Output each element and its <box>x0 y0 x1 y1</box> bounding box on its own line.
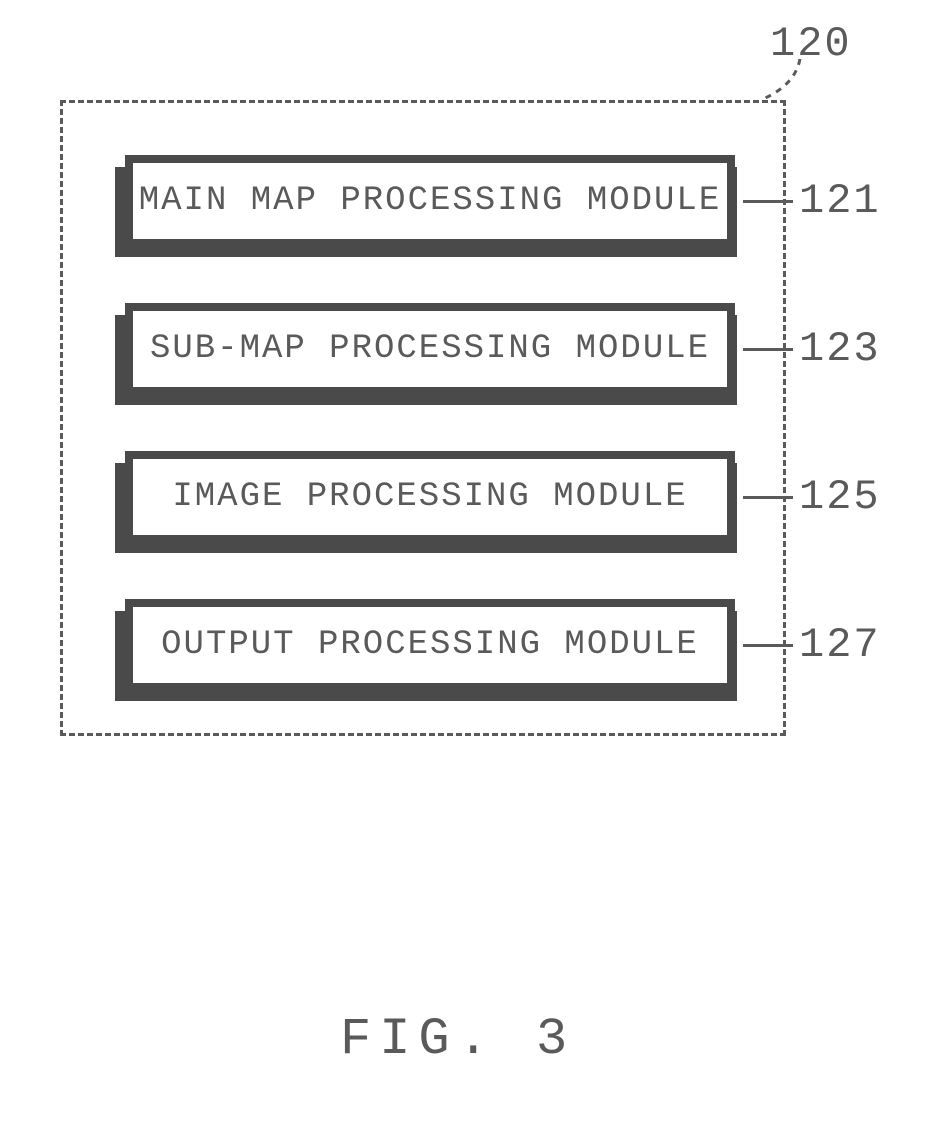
module-label: OUTPUT PROCESSING MODULE <box>125 599 735 691</box>
module-label: IMAGE PROCESSING MODULE <box>125 451 735 543</box>
module-ref-label: 127 <box>799 621 881 669</box>
module-block: IMAGE PROCESSING MODULE <box>125 451 735 543</box>
module-row: IMAGE PROCESSING MODULE 125 <box>125 451 881 543</box>
leader-line <box>743 644 793 647</box>
leader-line <box>743 200 793 203</box>
module-row: MAIN MAP PROCESSING MODULE 121 <box>125 155 881 247</box>
module-label: MAIN MAP PROCESSING MODULE <box>125 155 735 247</box>
module-row: SUB-MAP PROCESSING MODULE 123 <box>125 303 881 395</box>
module-ref-label: 125 <box>799 473 881 521</box>
module-ref-leader: 121 <box>743 177 881 225</box>
leader-line <box>743 348 793 351</box>
figure-caption: FIG. 3 <box>340 1010 575 1069</box>
container-ref-leader <box>745 55 815 105</box>
module-ref-label: 123 <box>799 325 881 373</box>
module-ref-leader: 125 <box>743 473 881 521</box>
module-label: SUB-MAP PROCESSING MODULE <box>125 303 735 395</box>
module-ref-leader: 123 <box>743 325 881 373</box>
module-row: OUTPUT PROCESSING MODULE 127 <box>125 599 881 691</box>
module-block: OUTPUT PROCESSING MODULE <box>125 599 735 691</box>
module-block: MAIN MAP PROCESSING MODULE <box>125 155 735 247</box>
module-block: SUB-MAP PROCESSING MODULE <box>125 303 735 395</box>
module-ref-leader: 127 <box>743 621 881 669</box>
module-ref-label: 121 <box>799 177 881 225</box>
leader-line <box>743 496 793 499</box>
